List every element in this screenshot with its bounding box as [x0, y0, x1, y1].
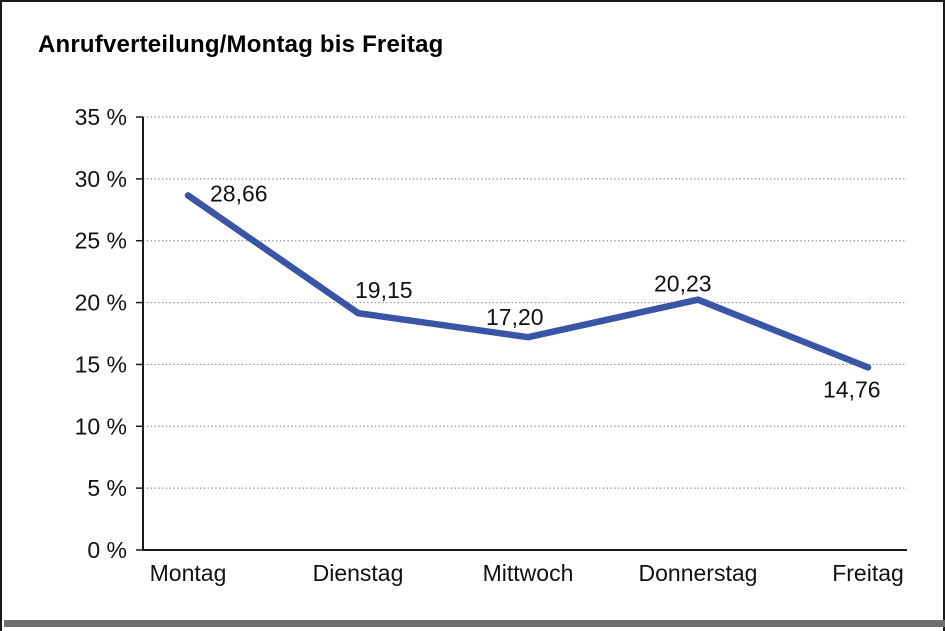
category-label-freitag: Freitag — [832, 560, 904, 586]
data-label-1: 19,15 — [355, 277, 413, 303]
y-tick-label-5: 5 % — [87, 475, 127, 501]
data-label-4: 14,76 — [823, 376, 881, 402]
y-tick-label-30: 30 % — [75, 166, 127, 192]
y-tick-label-25: 25 % — [75, 228, 127, 254]
y-tick-label-0: 0 % — [87, 537, 127, 563]
category-label-mittwoch: Mittwoch — [483, 560, 574, 586]
bottom-shadow-bar — [4, 620, 945, 627]
y-tick-label-20: 20 % — [75, 290, 127, 316]
data-label-3: 20,23 — [654, 271, 712, 297]
category-label-dienstag: Dienstag — [313, 560, 404, 586]
y-tick-label-15: 15 % — [75, 351, 127, 377]
y-tick-label-10: 10 % — [75, 413, 127, 439]
data-label-2: 17,20 — [486, 304, 544, 330]
data-label-0: 28,66 — [210, 180, 268, 206]
category-label-montag: Montag — [150, 560, 227, 586]
category-label-donnerstag: Donnerstag — [639, 560, 758, 586]
data-line-anrufverteilung — [184, 192, 872, 371]
y-tick-label-35: 35 % — [75, 104, 127, 130]
chart-title: Anrufverteilung/Montag bis Freitag — [38, 31, 444, 58]
